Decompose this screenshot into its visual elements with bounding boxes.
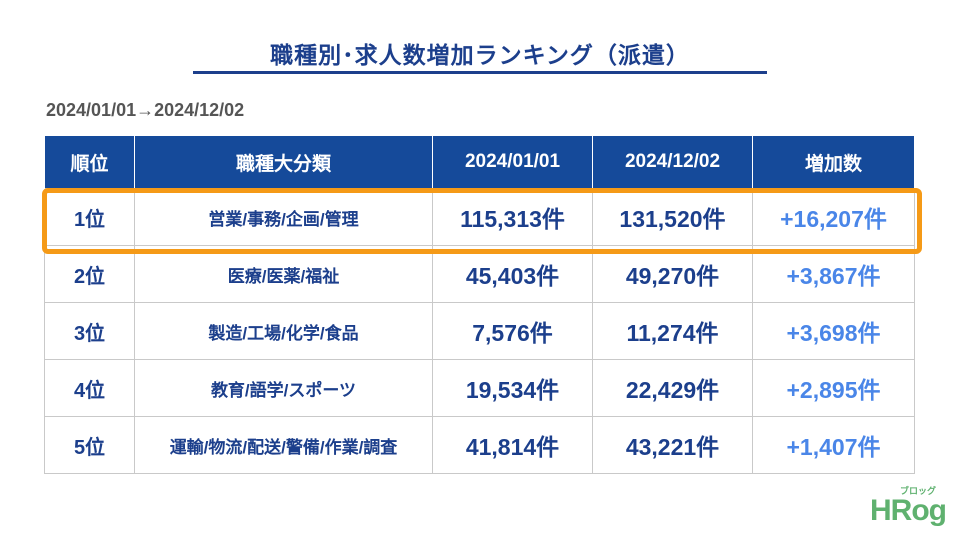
rank-cell: 2位 bbox=[44, 245, 135, 303]
table-row: 4位 教育/語学/スポーツ 19,534件 22,429件 +2,895件 bbox=[44, 359, 915, 417]
logo-text: HRog bbox=[870, 494, 947, 527]
page-title: 職種別･求人数増加ランキング（派遣） bbox=[270, 42, 690, 68]
table-row: 2位 医療/医薬/福祉 45,403件 49,270件 +3,867件 bbox=[44, 245, 915, 303]
rank-cell: 5位 bbox=[44, 416, 135, 474]
category-cell: 製造/工場/化学/食品 bbox=[134, 302, 433, 360]
category-cell: 教育/語学/スポーツ bbox=[134, 359, 433, 417]
end-count-cell: 131,520件 bbox=[592, 188, 753, 246]
start-count-cell: 19,534件 bbox=[432, 359, 593, 417]
logo-subtitle: ブロッグ bbox=[900, 486, 937, 496]
end-count-cell: 22,429件 bbox=[592, 359, 753, 417]
table-header-row: 順位 職種大分類 2024/01/01 2024/12/02 増加数 bbox=[44, 136, 915, 189]
header-end-date: 2024/12/02 bbox=[592, 136, 753, 189]
rank-cell: 1位 bbox=[44, 188, 135, 246]
ranking-table: 順位 職種大分類 2024/01/01 2024/12/02 増加数 1位 営業… bbox=[44, 136, 915, 474]
category-cell: 医療/医薬/福祉 bbox=[134, 245, 433, 303]
header-start-date: 2024/01/01 bbox=[432, 136, 593, 189]
increase-cell: +16,207件 bbox=[752, 188, 915, 246]
header-increase: 増加数 bbox=[752, 136, 915, 189]
start-count-cell: 115,313件 bbox=[432, 188, 593, 246]
increase-cell: +1,407件 bbox=[752, 416, 915, 474]
title-underline bbox=[193, 71, 767, 74]
category-cell: 営業/事務/企画/管理 bbox=[134, 188, 433, 246]
table-row: 3位 製造/工場/化学/食品 7,576件 11,274件 +3,698件 bbox=[44, 302, 915, 360]
header-rank: 順位 bbox=[44, 136, 135, 189]
category-cell: 運輸/物流/配送/警備/作業/調査 bbox=[134, 416, 433, 474]
table-row: 1位 営業/事務/企画/管理 115,313件 131,520件 +16,207… bbox=[44, 188, 915, 246]
table-row: 5位 運輸/物流/配送/警備/作業/調査 41,814件 43,221件 +1,… bbox=[44, 416, 915, 474]
header-category: 職種大分類 bbox=[134, 136, 433, 189]
hrog-logo: ブロッグ HRog bbox=[870, 486, 950, 530]
increase-cell: +3,698件 bbox=[752, 302, 915, 360]
end-count-cell: 11,274件 bbox=[592, 302, 753, 360]
start-count-cell: 45,403件 bbox=[432, 245, 593, 303]
increase-cell: +3,867件 bbox=[752, 245, 915, 303]
date-range: 2024/01/01→2024/12/02 bbox=[46, 100, 245, 120]
end-count-cell: 49,270件 bbox=[592, 245, 753, 303]
rank-cell: 4位 bbox=[44, 359, 135, 417]
start-count-cell: 41,814件 bbox=[432, 416, 593, 474]
increase-cell: +2,895件 bbox=[752, 359, 915, 417]
rank-cell: 3位 bbox=[44, 302, 135, 360]
start-count-cell: 7,576件 bbox=[432, 302, 593, 360]
end-count-cell: 43,221件 bbox=[592, 416, 753, 474]
